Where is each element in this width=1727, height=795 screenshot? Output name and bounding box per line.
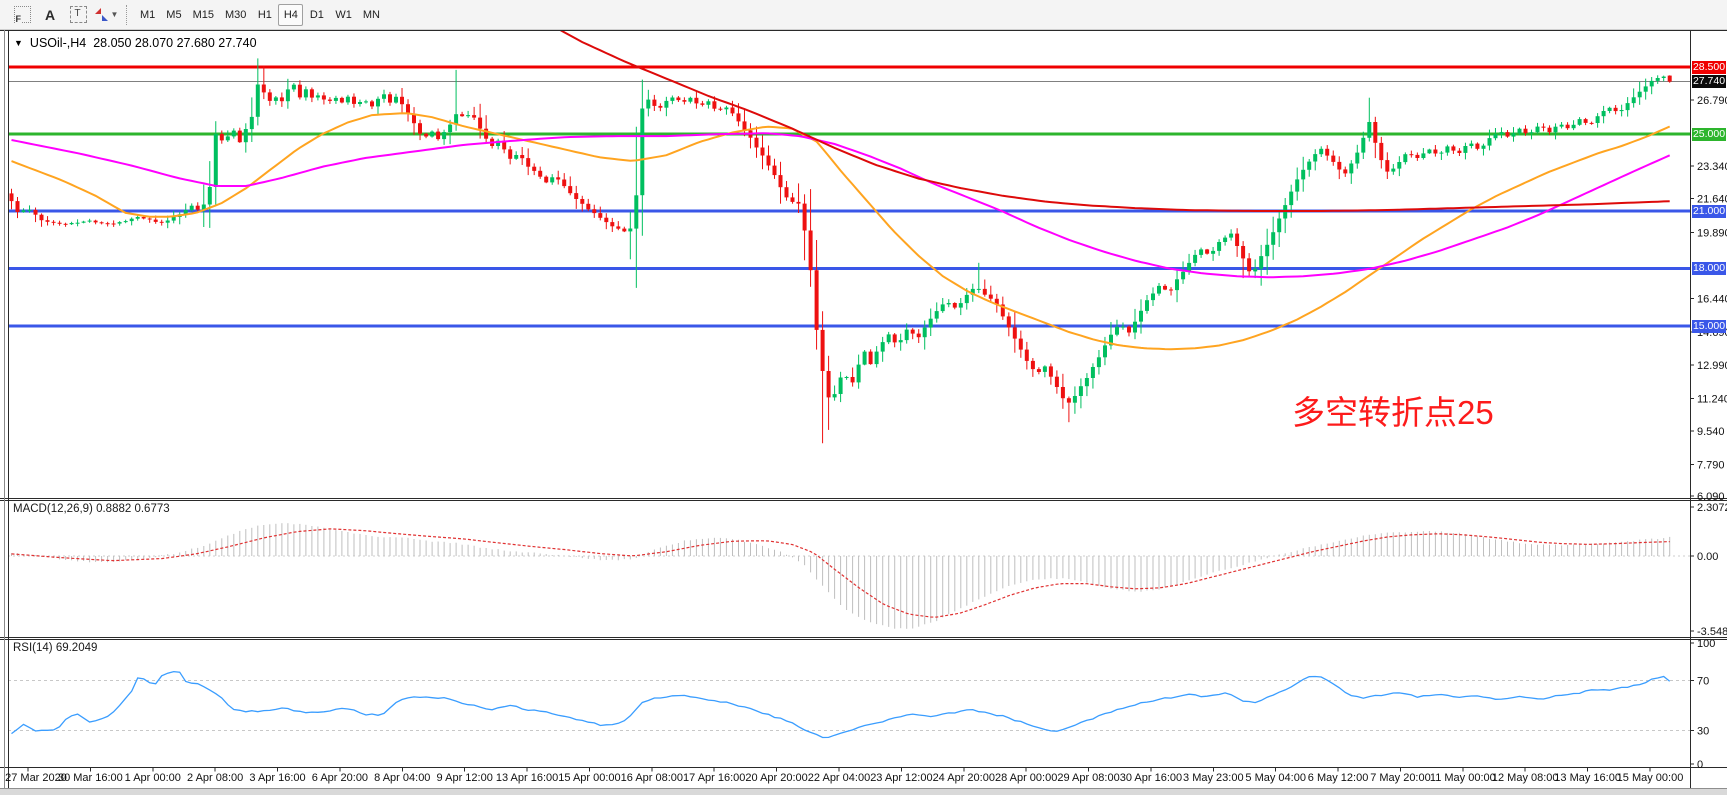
- svg-text:27 Mar 2020: 27 Mar 2020: [5, 772, 67, 784]
- svg-text:7 May 20:00: 7 May 20:00: [1370, 772, 1431, 784]
- arrow-objects-icon: [94, 8, 108, 21]
- chart-title-ohlc: 28.050 28.070 27.680 27.740: [93, 36, 257, 50]
- svg-text:70: 70: [1697, 676, 1709, 688]
- svg-text:15 Apr 00:00: 15 Apr 00:00: [558, 772, 620, 784]
- f-grid-icon: F: [13, 6, 31, 24]
- price-badge-support-21000: 21.000: [1692, 204, 1726, 218]
- timeframe-button-mn[interactable]: MN: [358, 4, 385, 26]
- svg-text:9 Apr 12:00: 9 Apr 12:00: [437, 772, 493, 784]
- text-label-tool-button[interactable]: A: [36, 3, 64, 27]
- timeframe-button-w1[interactable]: W1: [330, 4, 357, 26]
- svg-text:1 Apr 00:00: 1 Apr 00:00: [125, 772, 181, 784]
- toolbar-separator: [126, 4, 127, 25]
- svg-text:6.090: 6.090: [1697, 491, 1725, 503]
- svg-text:12.990: 12.990: [1697, 360, 1727, 372]
- svg-text:23 Apr 12:00: 23 Apr 12:00: [870, 772, 932, 784]
- timeframe-button-m5[interactable]: M5: [161, 4, 186, 26]
- svg-text:8 Apr 04:00: 8 Apr 04:00: [374, 772, 430, 784]
- svg-text:3 May 23:00: 3 May 23:00: [1183, 772, 1244, 784]
- timeframe-button-m1[interactable]: M1: [135, 4, 160, 26]
- chart-text-annotation[interactable]: 多空转折点25: [1292, 394, 1494, 431]
- text-box-icon: T: [69, 6, 87, 23]
- svg-text:28 Apr 00:00: 28 Apr 00:00: [995, 772, 1057, 784]
- timeframe-button-m15[interactable]: M15: [188, 4, 219, 26]
- timeframe-group: M1 M5 M15 M30 H1 H4 D1 W1 MN: [135, 3, 385, 26]
- svg-text:17 Apr 16:00: 17 Apr 16:00: [683, 772, 745, 784]
- timeframe-button-h1[interactable]: H1: [252, 4, 277, 26]
- chart-title: ▼ USOil-,H4 28.050 28.070 27.680 27.740: [14, 36, 257, 50]
- svg-text:16.440: 16.440: [1697, 294, 1727, 306]
- svg-text:9.540: 9.540: [1697, 426, 1725, 438]
- svg-text:7.790: 7.790: [1697, 460, 1725, 472]
- svg-text:19.890: 19.890: [1697, 227, 1727, 239]
- toolbar: F A T ▼ M1 M5 M15 M30 H1 H4 D1 W1 MN: [0, 0, 1727, 30]
- svg-text:30 Mar 16:00: 30 Mar 16:00: [58, 772, 123, 784]
- svg-text:30 Apr 16:00: 30 Apr 16:00: [1120, 772, 1182, 784]
- chart-title-symbol: USOil-,H4: [29, 36, 87, 50]
- chart-canvas: 26.79023.34021.64019.89016.44014.69012.9…: [0, 30, 1727, 788]
- svg-text:15 May 00:00: 15 May 00:00: [1617, 772, 1684, 784]
- price-badge-current-price: 27.740: [1692, 75, 1726, 89]
- svg-text:6 Apr 20:00: 6 Apr 20:00: [312, 772, 368, 784]
- svg-text:21.640: 21.640: [1697, 194, 1727, 206]
- indicator-f-tool-button[interactable]: F: [8, 3, 36, 27]
- svg-text:20 Apr 20:00: 20 Apr 20:00: [745, 772, 807, 784]
- timeframe-button-h4[interactable]: H4: [278, 3, 304, 26]
- svg-text:13 Apr 16:00: 13 Apr 16:00: [496, 772, 558, 784]
- arrow-objects-tool-button[interactable]: ▼: [92, 3, 120, 27]
- svg-text:24 Apr 20:00: 24 Apr 20:00: [933, 772, 995, 784]
- timeframe-button-d1[interactable]: D1: [304, 4, 329, 26]
- svg-text:30: 30: [1697, 726, 1709, 738]
- timeframe-button-m30[interactable]: M30: [220, 4, 251, 26]
- svg-text:13 May 16:00: 13 May 16:00: [1554, 772, 1621, 784]
- svg-text:6 May 12:00: 6 May 12:00: [1308, 772, 1369, 784]
- svg-text:16 Apr 08:00: 16 Apr 08:00: [621, 772, 683, 784]
- svg-text:11.240: 11.240: [1697, 393, 1727, 405]
- symbol-dropdown-icon[interactable]: ▼: [14, 38, 23, 48]
- text-box-icon-letter: T: [74, 8, 81, 19]
- svg-text:2.3072: 2.3072: [1697, 502, 1727, 514]
- svg-text:2 Apr 08:00: 2 Apr 08:00: [187, 772, 243, 784]
- svg-text:3 Apr 16:00: 3 Apr 16:00: [249, 772, 305, 784]
- svg-text:11 May 00:00: 11 May 00:00: [1430, 772, 1496, 784]
- chart-area[interactable]: 26.79023.34021.64019.89016.44014.69012.9…: [0, 30, 1727, 788]
- price-badge-support-15000: 15.000: [1692, 319, 1726, 333]
- svg-text:12 May 08:00: 12 May 08:00: [1492, 772, 1559, 784]
- price-badge-support-18000: 18.000: [1692, 262, 1726, 276]
- svg-text:29 Apr 08:00: 29 Apr 08:00: [1057, 772, 1119, 784]
- svg-text:0.00: 0.00: [1697, 551, 1718, 563]
- svg-text:26.790: 26.790: [1697, 95, 1727, 107]
- svg-text:22 Apr 04:00: 22 Apr 04:00: [808, 772, 870, 784]
- svg-text:0: 0: [1697, 759, 1703, 771]
- svg-text:5 May 04:00: 5 May 04:00: [1245, 772, 1306, 784]
- svg-text:100: 100: [1697, 638, 1715, 650]
- svg-text:-3.5484: -3.5484: [1697, 626, 1727, 638]
- svg-text:23.340: 23.340: [1697, 161, 1727, 173]
- price-badge-resistance-28500: 28.500: [1692, 60, 1726, 74]
- text-label-icon: A: [44, 6, 56, 23]
- status-strip: [0, 788, 1727, 795]
- rsi-indicator-label: RSI(14) 69.2049: [13, 642, 98, 654]
- macd-indicator-label: MACD(12,26,9) 0.8882 0.6773: [13, 503, 170, 515]
- text-box-tool-button[interactable]: T: [64, 3, 92, 27]
- price-badge-support-25000: 25.000: [1692, 127, 1726, 141]
- f-grid-icon-letter: F: [15, 14, 21, 24]
- chevron-down-icon: ▼: [110, 10, 119, 19]
